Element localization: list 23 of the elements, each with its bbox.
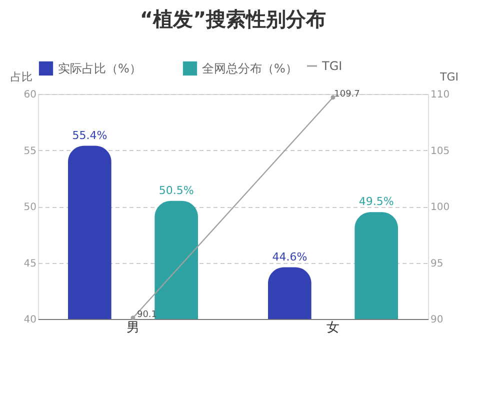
y2-axis-title: TGI xyxy=(439,70,458,84)
legend-label: TGI xyxy=(321,59,342,73)
chart-title: “植发”搜索性别分布 xyxy=(140,7,326,31)
x-tick-label: 女 xyxy=(326,320,340,336)
y-tick-label: 60 xyxy=(24,90,36,100)
y2-tick-label: 100 xyxy=(430,202,450,213)
data-label: 44.6% xyxy=(272,250,308,264)
x-tick-label: 男 xyxy=(126,320,140,336)
data-label: 109.7 xyxy=(334,89,360,100)
y2-tick-label: 110 xyxy=(430,90,450,100)
y-tick-label: 45 xyxy=(24,258,36,270)
y2-tick-label: 105 xyxy=(430,146,450,157)
y-tick-label: 55 xyxy=(24,146,36,157)
y2-tick-label: 95 xyxy=(430,258,444,270)
data-label: 55.4% xyxy=(72,128,108,142)
y2-tick-label: 90 xyxy=(430,314,444,326)
legend-label: 全网总分布（%） xyxy=(202,61,298,76)
y-axis-title: 占比 xyxy=(10,70,32,84)
y-tick-label: 40 xyxy=(24,314,36,326)
data-label: 49.5% xyxy=(358,195,394,208)
y-tick-label: 50 xyxy=(24,202,36,213)
data-label: 50.5% xyxy=(158,184,194,197)
legend-label: 实际占比（%） xyxy=(58,61,142,76)
